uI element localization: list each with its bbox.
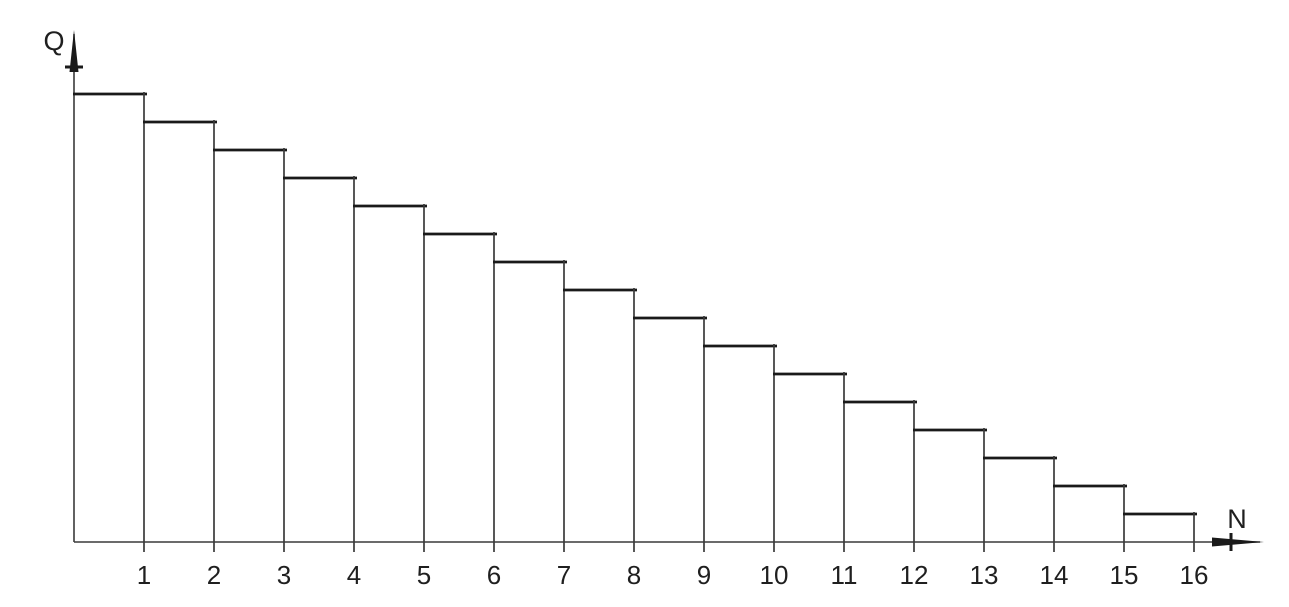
x-tick-label: 11 xyxy=(831,560,858,590)
x-tick-label: 2 xyxy=(207,560,221,590)
x-axis-label: N xyxy=(1227,504,1247,534)
x-tick-label: 9 xyxy=(697,560,711,590)
x-tick-label: 3 xyxy=(277,560,291,590)
x-axis-arrow-icon xyxy=(1212,537,1264,547)
x-tick-label: 7 xyxy=(557,560,571,590)
y-axis-label: Q xyxy=(43,26,64,56)
x-tick-label: 4 xyxy=(347,560,361,590)
x-tick-label: 13 xyxy=(970,560,999,590)
x-tick-label: 1 xyxy=(137,560,151,590)
x-tick-label: 12 xyxy=(900,560,929,590)
x-tick-label: 10 xyxy=(760,560,789,590)
x-tick-label: 6 xyxy=(487,560,501,590)
x-tick-label: 5 xyxy=(417,560,431,590)
y-axis-arrow-icon xyxy=(69,30,79,72)
x-tick-label: 8 xyxy=(627,560,641,590)
x-tick-label: 16 xyxy=(1180,560,1209,590)
x-tick-label: 15 xyxy=(1110,560,1139,590)
x-tick-label: 14 xyxy=(1040,560,1069,590)
